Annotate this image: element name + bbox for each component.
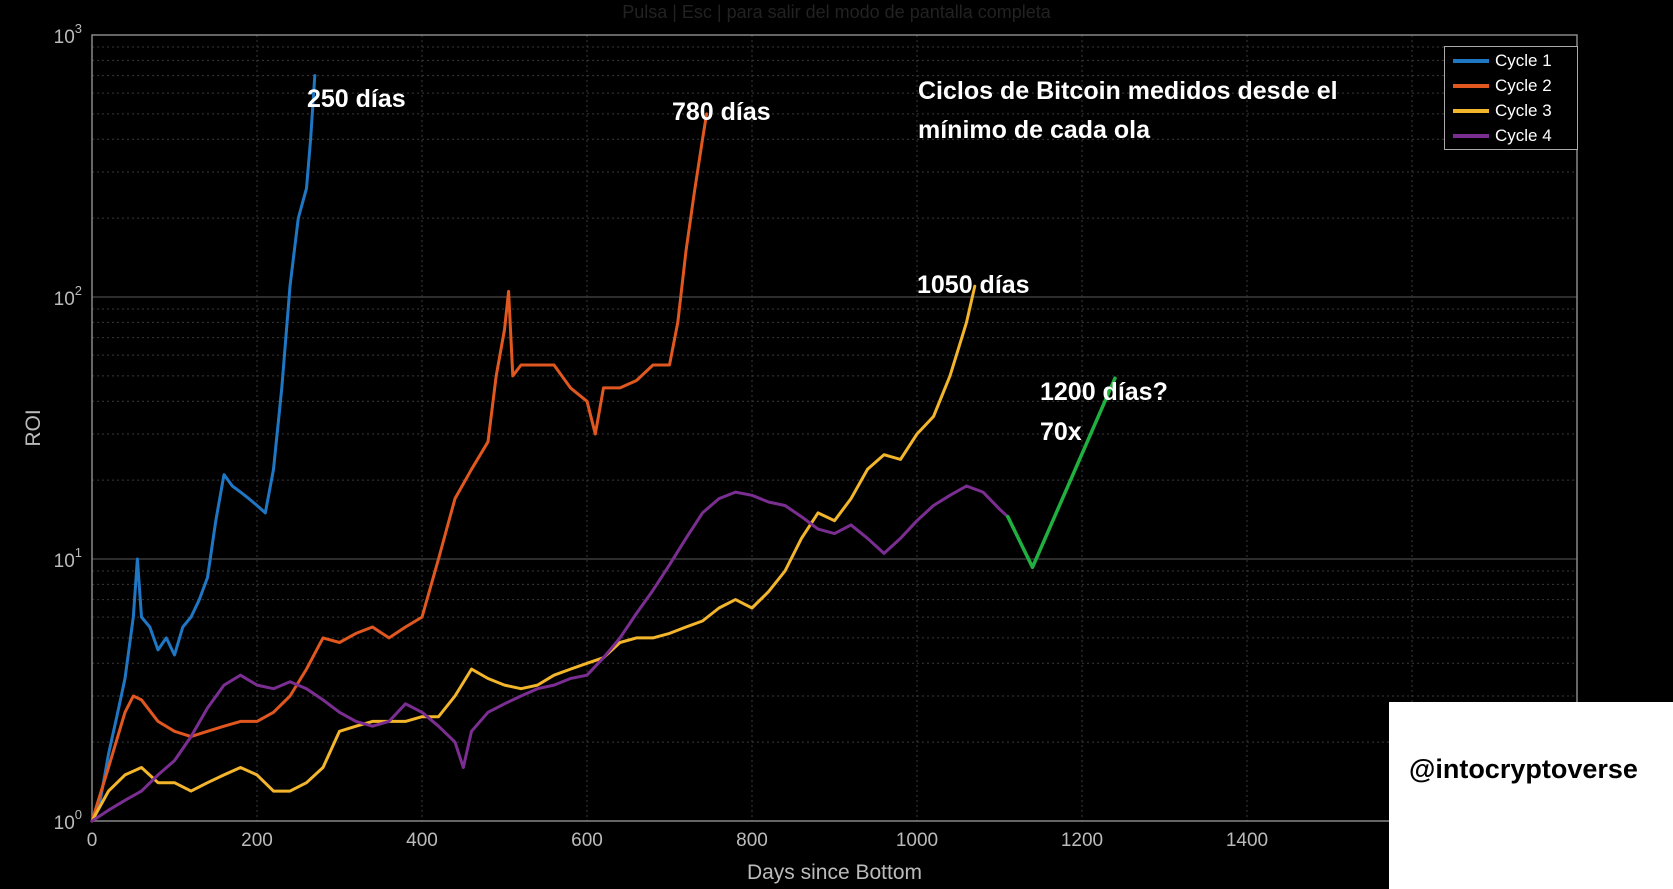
x-tick-label: 0 (87, 830, 98, 851)
x-tick-label: 600 (571, 830, 603, 851)
x-tick-label: 1400 (1226, 830, 1268, 851)
legend-swatch (1453, 84, 1489, 88)
chart-legend: Cycle 1 Cycle 2 Cycle 3 Cycle 4 (1444, 46, 1578, 150)
legend-label: Cycle 4 (1495, 126, 1552, 145)
legend-item: Cycle 1 (1453, 51, 1552, 71)
y-tick-label: 102 (54, 283, 82, 310)
series-line-cycle-1 (90, 74, 317, 823)
annotation-cycle3: 1050 días (917, 271, 1030, 299)
x-axis-label: Days since Bottom (747, 861, 922, 884)
legend-swatch (1453, 59, 1489, 63)
series-line-cycle-3 (90, 284, 977, 823)
x-tick-label: 400 (406, 830, 438, 851)
x-tick-label: 800 (736, 830, 768, 851)
chart-title-line1: Ciclos de Bitcoin medidos desde el (918, 77, 1338, 105)
credit-box: @intocryptoverse (1389, 702, 1673, 889)
series-line-cycle-4 (90, 484, 1010, 823)
legend-item: Cycle 3 (1453, 101, 1552, 121)
y-tick-label: 101 (54, 545, 82, 572)
projection-label-roi: 70x (1040, 418, 1082, 446)
projection-label-days: 1200 días? (1040, 378, 1168, 406)
legend-label: Cycle 2 (1495, 76, 1552, 95)
chart-title-line2: mínimo de cada ola (918, 116, 1151, 144)
legend-swatch (1453, 109, 1489, 113)
credit-handle: @intocryptoverse (1409, 754, 1638, 784)
y-axis-label: ROI (22, 409, 45, 446)
x-tick-label: 1200 (1061, 830, 1103, 851)
legend-swatch (1453, 134, 1489, 138)
y-tick-label: 103 (54, 21, 82, 48)
y-tick-label: 100 (54, 807, 82, 834)
annotation-cycle1: 250 días (307, 85, 406, 113)
projection-line (1006, 376, 1117, 570)
series-line-cycle-2 (90, 112, 709, 823)
plot-frame (91, 34, 1578, 822)
fullscreen-hint: Pulsa | Esc | para salir del modo de pan… (622, 2, 1051, 22)
legend-item: Cycle 4 (1453, 126, 1552, 146)
legend-label: Cycle 3 (1495, 101, 1552, 120)
legend-label: Cycle 1 (1495, 51, 1552, 70)
legend-item: Cycle 2 (1453, 76, 1552, 96)
x-tick-label: 1000 (896, 830, 938, 851)
annotation-cycle2: 780 días (672, 98, 771, 126)
x-tick-label: 200 (241, 830, 273, 851)
